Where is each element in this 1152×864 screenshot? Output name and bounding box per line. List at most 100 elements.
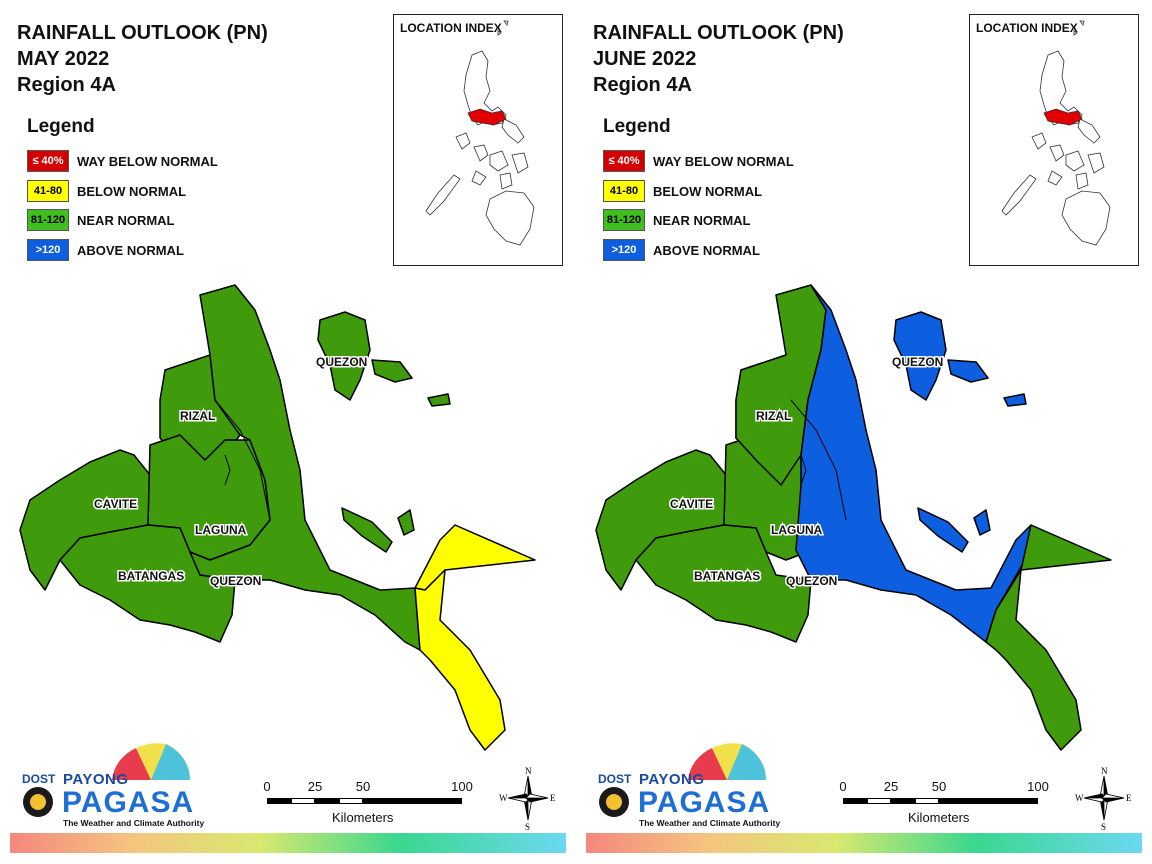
footer-gradient-bar (586, 833, 1142, 853)
scale-bar: 0 25 50 100 Kilometers (262, 776, 482, 826)
scale-segment (315, 798, 339, 804)
label-cavite: CAVITE (670, 497, 713, 511)
region-4a-map: QUEZON RIZAL CAVITE LAGUNA BATANGAS QUEZ… (19, 284, 536, 751)
location-index-inset: LOCATION INDEX (969, 14, 1139, 266)
label-rizal: RIZAL (756, 409, 791, 423)
legend-label: NEAR NORMAL (77, 213, 175, 228)
label-rizal: RIZAL (180, 409, 215, 423)
label-laguna: LAGUNA (195, 523, 247, 537)
title-line-3: Region 4A (17, 74, 116, 96)
title-line-1: RAINFALL OUTLOOK (PN) (593, 22, 844, 44)
scale-segment (939, 798, 1038, 804)
label-quezon-south: QUEZON (786, 574, 837, 588)
scale-segment (843, 798, 867, 804)
pagasa-logo: DOST PAYONG PAGASA The Weather and Clima… (592, 740, 782, 835)
scale-tick-label: 0 (263, 779, 271, 794)
legend-swatch: ≤ 40% (603, 150, 645, 172)
scale-segment (339, 798, 363, 804)
pagasa-wordmark: PAGASA (62, 786, 195, 819)
compass-e: E (1126, 793, 1132, 803)
compass-s: S (525, 822, 530, 830)
pagasa-wordmark: PAGASA (638, 786, 771, 819)
scale-tick-label: 0 (839, 779, 847, 794)
payong-wordmark: PAYONG (63, 771, 129, 788)
dost-wordmark: DOST (598, 772, 632, 786)
legend-swatch: 41-80 (603, 180, 645, 202)
logo-tagline: The Weather and Climate Authority (639, 818, 781, 828)
islet (427, 393, 451, 407)
scale-tick-label: 25 (307, 779, 323, 794)
scale-bar: 0 25 50 100 Kilometers (838, 776, 1058, 826)
compass-n: N (525, 766, 532, 776)
legend-label: WAY BELOW NORMAL (77, 154, 218, 169)
logo-tagline: The Weather and Climate Authority (63, 818, 205, 828)
small-island (397, 509, 415, 536)
location-index-title: LOCATION INDEX (400, 21, 502, 35)
legend-label: WAY BELOW NORMAL (653, 154, 794, 169)
umbrella-icon (599, 743, 767, 817)
legend-title: Legend (27, 116, 95, 137)
quezon-province-main (189, 284, 421, 651)
marinduque-strip (341, 507, 393, 553)
label-quezon-north: QUEZON (316, 355, 367, 369)
compass-w: W (499, 793, 508, 803)
title-line-2: MAY 2022 (17, 48, 110, 70)
small-island (973, 509, 991, 536)
legend-swatch: ≤ 40% (27, 150, 69, 172)
label-batangas: BATANGAS (118, 569, 184, 583)
map-title: RAINFALL OUTLOOK (PN) MAY 2022 Region 4A (17, 20, 268, 98)
north-arrow-icon: N S W E (498, 764, 558, 832)
legend-swatch: 81-120 (603, 209, 645, 231)
label-quezon-south: QUEZON (210, 574, 261, 588)
compass-e: E (550, 793, 556, 803)
alabat-island (947, 359, 989, 383)
quezon-south-peninsula (414, 569, 506, 751)
label-quezon-north: QUEZON (892, 355, 943, 369)
scale-tick-label: 25 (883, 779, 899, 794)
compass-s: S (1101, 822, 1106, 830)
scale-tick-label: 50 (355, 779, 371, 794)
philippines-locator-map (1001, 20, 1111, 246)
location-index-inset: LOCATION INDEX (393, 14, 563, 266)
region-4a-map: QUEZON RIZAL CAVITE LAGUNA BATANGAS QUEZ… (595, 284, 1112, 751)
legend-title: Legend (603, 116, 671, 137)
title-line-2: JUNE 2022 (593, 48, 697, 70)
scale-segment (363, 798, 462, 804)
polillo-islands (893, 311, 947, 401)
quezon-east-tip (414, 524, 536, 591)
scale-segment (891, 798, 915, 804)
map-title: RAINFALL OUTLOOK (PN) JUNE 2022 Region 4… (593, 20, 844, 98)
scale-tick-label: 100 (1027, 779, 1049, 794)
pagasa-logo: DOST PAYONG PAGASA The Weather and Clima… (16, 740, 206, 835)
marinduque-strip (917, 507, 969, 553)
dost-wordmark: DOST (22, 772, 56, 786)
compass-w: W (1075, 793, 1084, 803)
legend-label: BELOW NORMAL (77, 184, 187, 199)
batangas-province (635, 524, 812, 643)
legend-label: ABOVE NORMAL (77, 243, 184, 258)
label-laguna: LAGUNA (771, 523, 823, 537)
legend-swatch: 81-120 (27, 209, 69, 231)
title-line-1: RAINFALL OUTLOOK (PN) (17, 22, 268, 44)
region-4a-highlight (467, 108, 507, 126)
label-cavite: CAVITE (94, 497, 137, 511)
title-line-3: Region 4A (593, 74, 692, 96)
polillo-islands (317, 311, 371, 401)
north-arrow-icon: N S W E (1074, 764, 1134, 832)
scale-unit: Kilometers (332, 810, 394, 825)
outlook-panel-june: RAINFALL OUTLOOK (PN) JUNE 2022 Region 4… (576, 0, 1152, 864)
legend-swatch: 41-80 (27, 180, 69, 202)
quezon-south-peninsula (985, 524, 1112, 751)
scale-segment (291, 798, 315, 804)
region-4a-highlight (1043, 108, 1083, 126)
scale-segment (867, 798, 891, 804)
outlook-panel-may: RAINFALL OUTLOOK (PN) MAY 2022 Region 4A… (10, 14, 566, 853)
compass-n: N (1101, 766, 1108, 776)
philippines-locator-map (425, 20, 535, 246)
footer-gradient-bar (10, 833, 566, 853)
alabat-island (371, 359, 413, 383)
legend-swatch: >120 (603, 239, 645, 261)
batangas-province (59, 524, 236, 643)
scale-tick-label: 100 (451, 779, 473, 794)
location-index-title: LOCATION INDEX (976, 21, 1078, 35)
